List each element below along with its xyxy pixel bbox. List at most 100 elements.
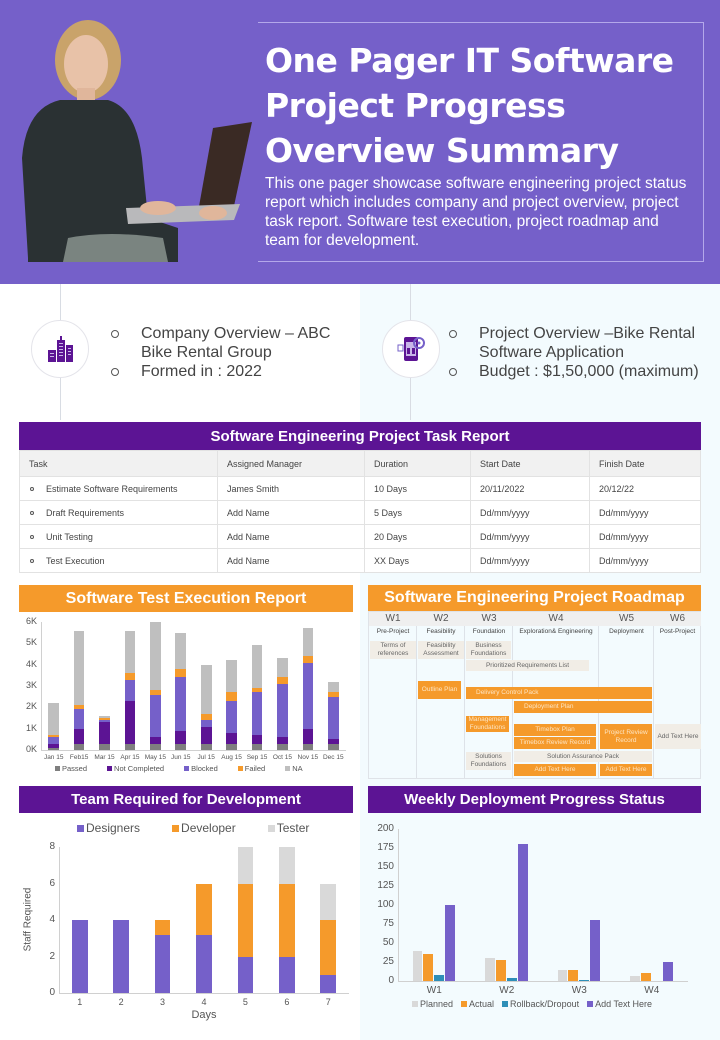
x-axis-line bbox=[398, 981, 688, 982]
bar-segment bbox=[251, 743, 263, 750]
finish-date-cell: Dd/mm/yyyy bbox=[589, 500, 701, 525]
x-tick-label: Dec 15 bbox=[322, 754, 344, 761]
bar-segment bbox=[200, 743, 212, 750]
bar-segment bbox=[124, 743, 136, 750]
bar bbox=[412, 950, 423, 981]
bar-segment bbox=[200, 713, 212, 721]
bar-segment bbox=[277, 743, 288, 750]
roadmap-column-w5 bbox=[599, 612, 654, 778]
team-header: Team Required for Development bbox=[19, 786, 353, 813]
bar-segment bbox=[73, 709, 85, 729]
bar-segment bbox=[327, 692, 339, 697]
legend-item: Passed bbox=[55, 764, 87, 773]
week-label: W5 bbox=[599, 612, 654, 626]
legend-swatch-icon bbox=[77, 824, 84, 832]
bar-segment bbox=[237, 883, 254, 957]
column-header-start-date: Start Date bbox=[470, 450, 590, 477]
column-header-duration: Duration bbox=[364, 450, 471, 477]
bar-segment bbox=[327, 696, 339, 740]
bar-segment bbox=[302, 743, 314, 750]
table-row: Estimate Software Requirements James Smi… bbox=[19, 476, 701, 501]
y-tick-label: 2K bbox=[25, 701, 37, 712]
bar-segment bbox=[150, 743, 161, 750]
x-tick-label: Oct 15 bbox=[272, 754, 293, 761]
bullet-icon bbox=[30, 487, 34, 492]
bar-segment bbox=[237, 847, 254, 884]
duration-cell: 5 Days bbox=[364, 500, 471, 525]
bar-segment bbox=[251, 645, 263, 689]
start-date-cell: 20/11/2022 bbox=[470, 476, 590, 501]
bar-segment bbox=[150, 737, 161, 744]
bullet-icon bbox=[30, 511, 34, 516]
test-execution-chart: 0K 1K 2K 3K 4K 5K 6K Jan 15 Feb15 Mar 15 Apr 15 May… bbox=[15, 612, 355, 780]
bar-segment bbox=[251, 735, 263, 744]
y-tick-label: 6K bbox=[25, 616, 37, 626]
legend-swatch-icon bbox=[285, 766, 291, 771]
bar bbox=[630, 975, 640, 981]
roadmap-item-deployment-plan: Deployment Plan bbox=[514, 701, 652, 713]
x-tick-label: Feb15 bbox=[69, 754, 89, 761]
company-overview-item: Company Overview – ABC Bike Rental Group bbox=[109, 324, 349, 362]
table-row: Test Execution Add Name XX Days Dd/mm/yy… bbox=[19, 548, 701, 573]
bar-segment bbox=[320, 974, 337, 993]
bar-segment bbox=[320, 883, 337, 920]
bar-segment bbox=[226, 692, 237, 701]
table-row: Unit Testing Add Name 20 Days Dd/mm/yyyy… bbox=[19, 524, 701, 549]
x-tick-label: Jul 15 bbox=[197, 754, 215, 761]
bar-segment bbox=[48, 747, 60, 750]
bar-segment bbox=[154, 934, 171, 993]
legend-item: Blocked bbox=[184, 764, 218, 773]
week-label: W6 bbox=[654, 612, 701, 626]
bar-segment bbox=[277, 683, 288, 738]
start-date-cell: Dd/mm/yyyy bbox=[470, 548, 590, 573]
week-label: W4 bbox=[513, 612, 599, 626]
bar bbox=[568, 969, 579, 981]
legend-label: Blocked bbox=[191, 764, 218, 773]
bar-segment bbox=[200, 726, 212, 744]
manager-cell: Add Name bbox=[217, 500, 365, 525]
legend-item: Not Completed bbox=[107, 764, 164, 773]
legend-item: Rollback/Dropout bbox=[502, 999, 579, 1009]
bar-segment bbox=[124, 673, 136, 680]
roadmap-item-feasibility: Feasibility Assessment bbox=[418, 641, 464, 659]
bar-segment bbox=[277, 737, 288, 744]
x-tick-label: 1 bbox=[77, 997, 83, 1007]
mobile-app-gear-icon bbox=[397, 337, 425, 361]
duration-cell: XX Days bbox=[364, 548, 471, 573]
x-tick-label: W3 bbox=[571, 985, 587, 996]
column-header-task: Task bbox=[19, 450, 218, 477]
legend-swatch-icon bbox=[267, 824, 275, 832]
bar bbox=[506, 977, 517, 981]
legend-item: Developer bbox=[172, 821, 236, 835]
task-cell: Draft Requirements bbox=[19, 500, 218, 525]
x-tick-label: 7 bbox=[325, 997, 331, 1007]
project-budget-item: Budget : $1,50,000 (maximum) bbox=[447, 362, 707, 381]
roadmap-item-solutions: Solutions Foundations bbox=[466, 752, 511, 770]
bar-segment bbox=[150, 622, 161, 691]
company-icon-circle bbox=[31, 320, 89, 378]
page-title: One Pager IT Software Project Progress O… bbox=[265, 38, 705, 173]
roadmap-item-business: Business Foundations bbox=[466, 641, 511, 659]
bar-segment bbox=[175, 743, 187, 750]
legend-swatch-icon bbox=[461, 1001, 468, 1007]
bar-segment bbox=[175, 632, 187, 669]
bar-segment bbox=[73, 630, 85, 706]
week-label: W1 bbox=[369, 612, 417, 626]
bar bbox=[517, 844, 528, 981]
x-tick-label: Nov 15 bbox=[297, 754, 319, 761]
y-tick-label: 75 bbox=[382, 918, 394, 929]
legend-label: Rollback/Dropout bbox=[510, 999, 580, 1009]
bar-segment bbox=[277, 658, 288, 678]
x-tick-label: 4 bbox=[201, 997, 207, 1007]
legend-item: Planned bbox=[412, 999, 453, 1009]
test-execution-header: Software Test Execution Report bbox=[19, 585, 353, 612]
bar-segment bbox=[124, 679, 136, 701]
roadmap-header: Software Engineering Project Roadmap bbox=[368, 585, 701, 611]
bar-segment bbox=[277, 677, 288, 684]
bar-segment bbox=[99, 720, 110, 723]
legend-label: Actual bbox=[469, 999, 495, 1009]
duration-cell: 20 Days bbox=[364, 524, 471, 549]
bar-segment bbox=[327, 739, 339, 744]
hero-banner: One Pager IT Software Project Progress O… bbox=[0, 0, 720, 284]
task-name: Unit Testing bbox=[46, 531, 93, 542]
